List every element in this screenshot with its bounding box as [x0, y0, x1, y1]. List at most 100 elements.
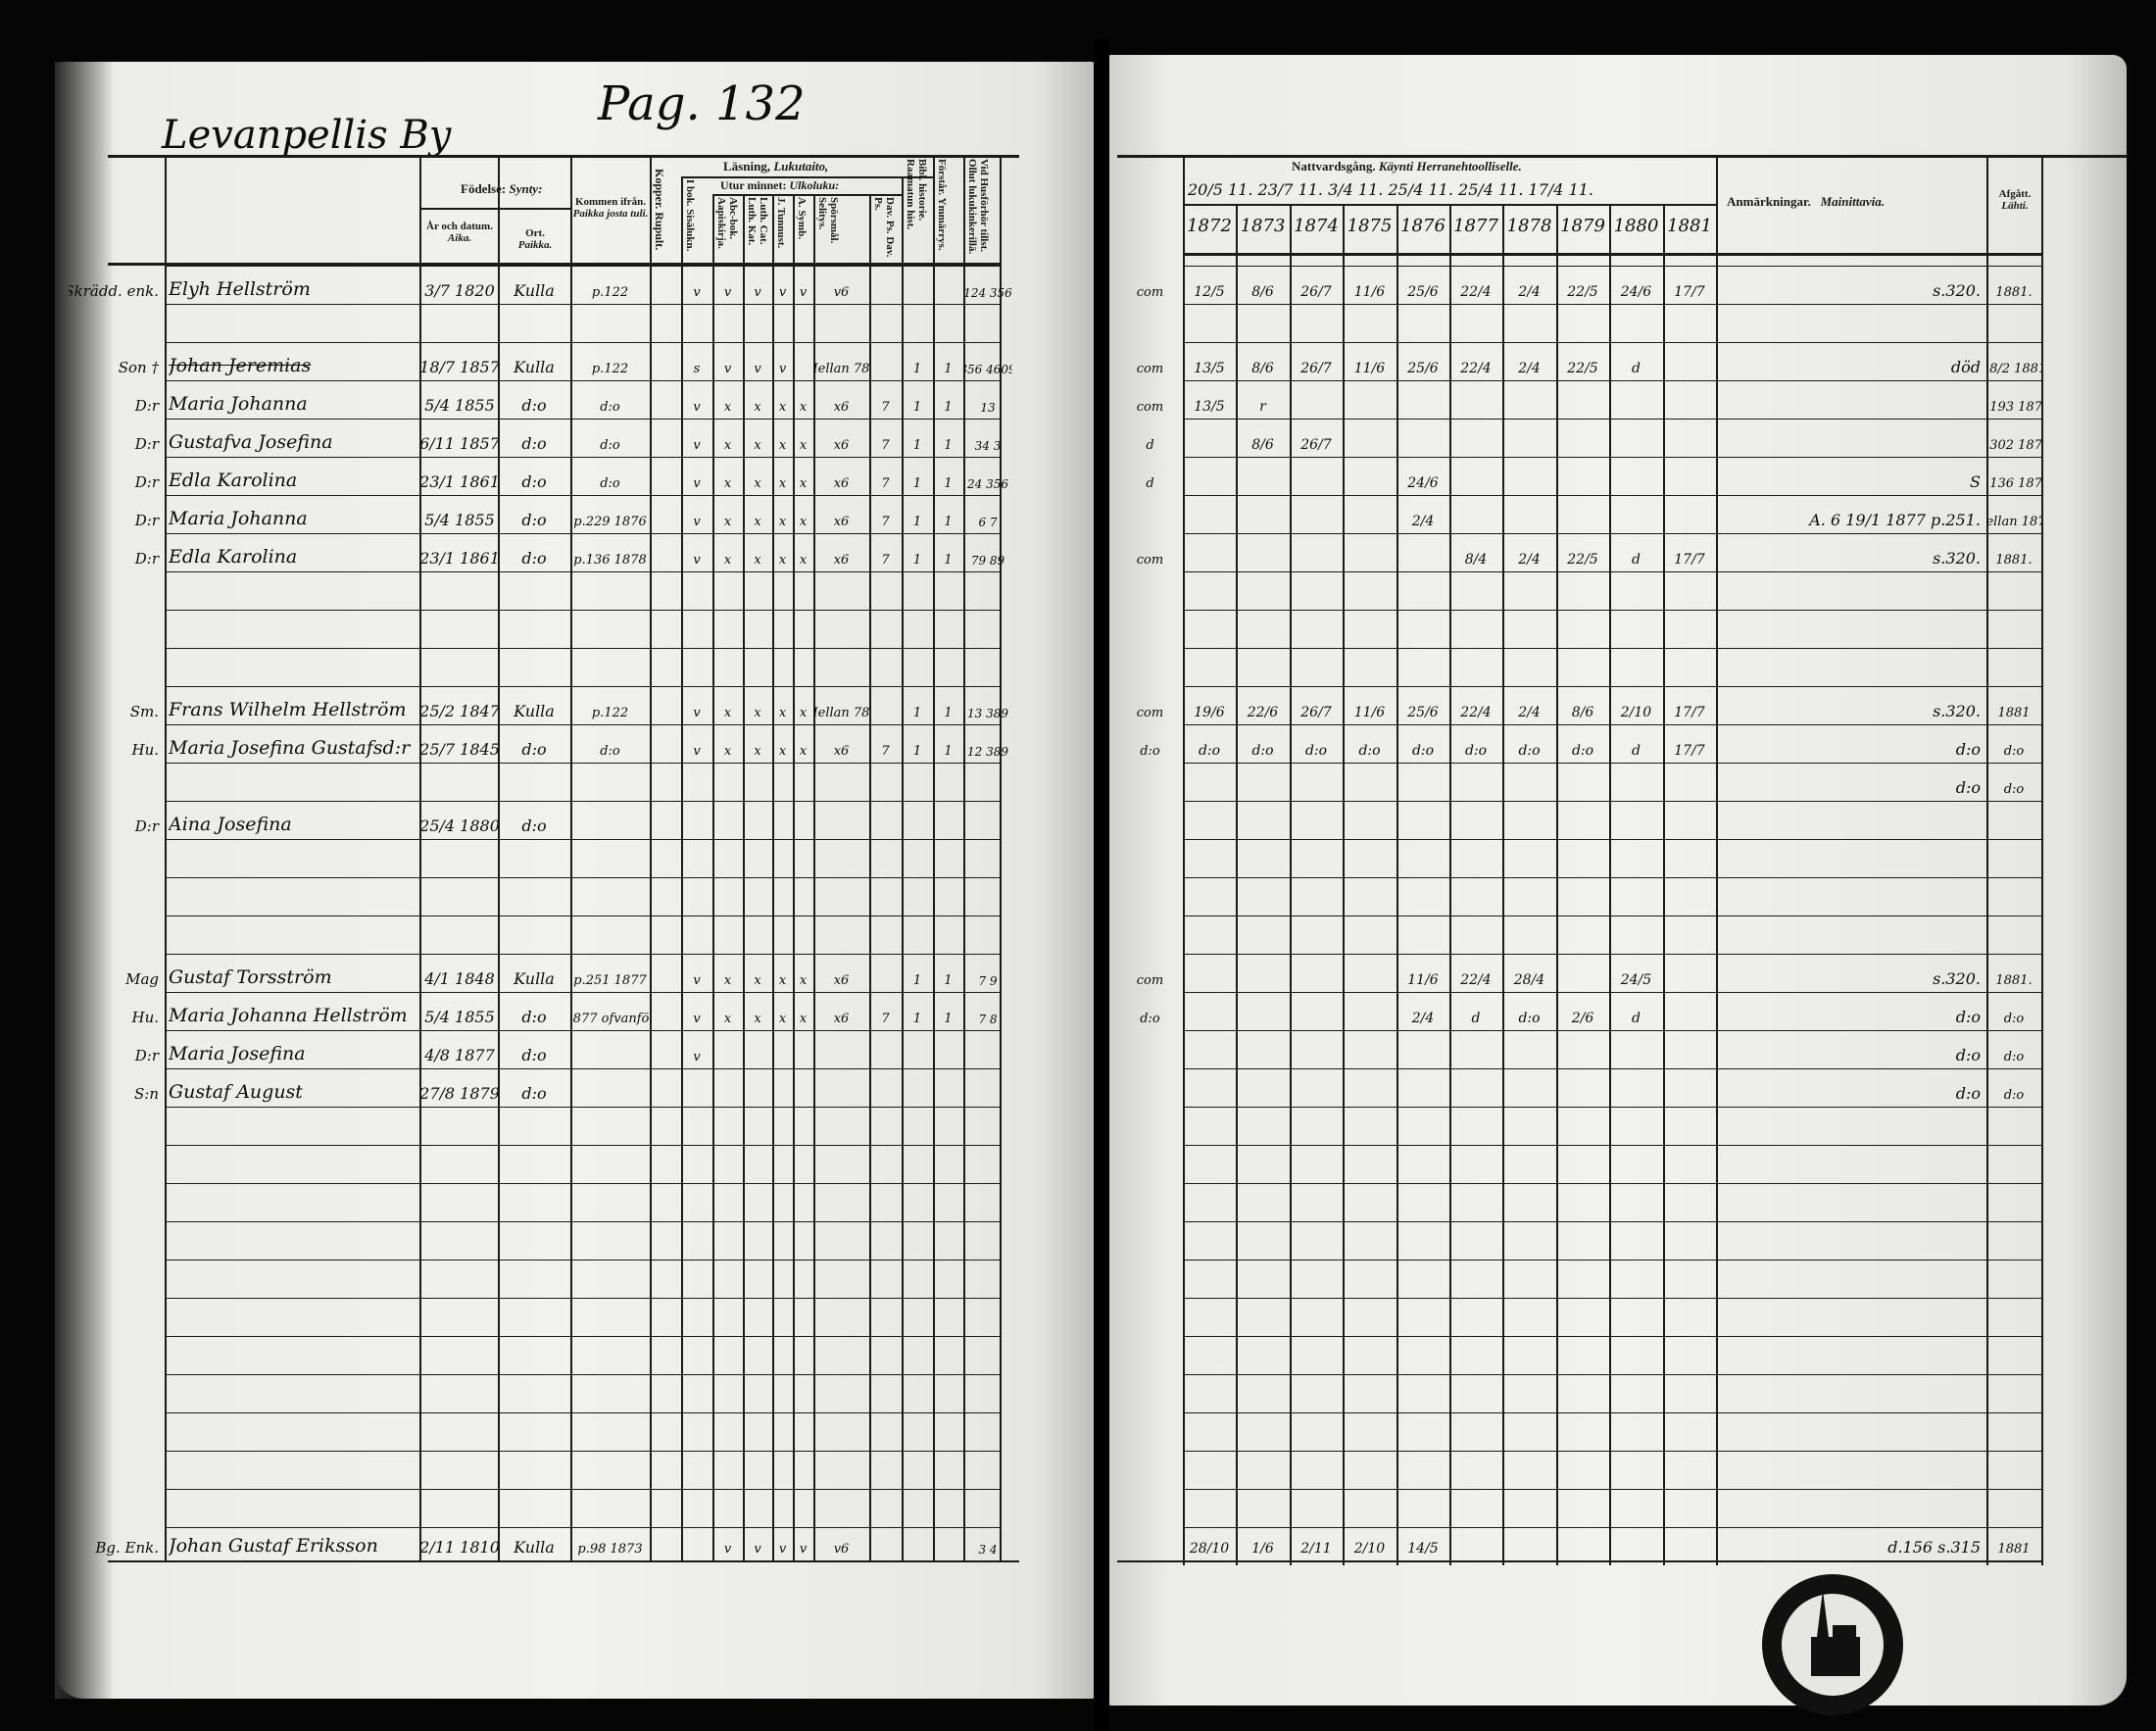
departed-value: p.136 1876	[1986, 476, 2041, 491]
reading-mark: v	[693, 1050, 701, 1064]
communion-date: 25/6	[1407, 284, 1439, 300]
column-header: Vid Husförhör tillst. Ollut lukukinkeril…	[966, 159, 990, 255]
column-rule	[2041, 155, 2043, 1565]
came-from: d:o	[600, 400, 620, 415]
birth-date: 5/4 1855	[424, 511, 495, 529]
catechism-exam: 13 389	[967, 707, 1008, 720]
reading-mark: x6	[833, 438, 850, 453]
year-header: 1874	[1294, 216, 1339, 236]
communion-date: 2/4	[1411, 514, 1435, 529]
catechism-exam: 124 356	[963, 286, 1012, 300]
row-rule	[165, 380, 1000, 381]
row-rule	[1183, 610, 2041, 611]
communion-date: d	[1632, 743, 1641, 759]
reading-mark: v	[723, 285, 732, 300]
reading-mark: x	[754, 476, 761, 491]
remarks-header-fi: Mainittavia.	[1820, 194, 1885, 209]
birth-place: d:o	[521, 396, 547, 415]
communion-date: 25/6	[1407, 705, 1439, 720]
reading-mark: x	[799, 973, 808, 988]
catechism-exam: 13	[980, 401, 996, 415]
communion-date: 8/6	[1251, 284, 1274, 300]
reading-mark: v	[754, 285, 761, 300]
came-from: p.251 1877	[573, 973, 647, 988]
footer-rule	[1117, 1560, 2041, 1562]
communion-date: 2/10	[1353, 1541, 1386, 1557]
reading-mark: x6	[833, 515, 850, 529]
departed-value: d:o	[2003, 782, 2025, 797]
birth-place: Kulla	[514, 281, 555, 300]
row-margin-note: S:n	[134, 1085, 159, 1103]
reading-mark: v	[693, 438, 701, 453]
year-header: 1881	[1667, 216, 1712, 236]
reading-mark: 1	[912, 400, 922, 415]
column-header: Abc-bok. Aapiskirja.	[715, 197, 739, 249]
remark: s.320.	[1933, 702, 1981, 720]
birth-header: Födelse: Synty:	[461, 181, 542, 197]
communion-date: 2/10	[1620, 705, 1652, 720]
departed-value: 1881	[1997, 706, 2031, 720]
remark: död	[1950, 358, 1981, 376]
communion-date: 11/6	[1353, 361, 1386, 376]
departed-value: 1881.	[1995, 553, 2033, 568]
person-name: Johan Gustaf Eriksson	[169, 1535, 378, 1557]
row-rule	[1183, 839, 2041, 840]
row-rule	[165, 1183, 1000, 1184]
communion-date: 11/6	[1353, 284, 1386, 300]
column-rule	[1986, 155, 1988, 1565]
birth-date: 5/4 1855	[424, 396, 495, 415]
reading-header: Läsning, Lukutaito,	[723, 159, 828, 174]
birth-date: 25/7 1845	[421, 740, 498, 759]
birth-place: d:o	[521, 740, 547, 759]
reading-mark: x	[723, 515, 732, 529]
communion-note: com	[1136, 400, 1164, 415]
catechism-exam	[963, 801, 1012, 839]
birth-date: 25/2 1847	[421, 702, 498, 720]
column-rule	[1609, 206, 1611, 1565]
row-rule	[165, 648, 1000, 649]
row-rule	[1183, 571, 2041, 572]
row-rule	[165, 1221, 1000, 1222]
catechism-exam	[963, 1068, 1012, 1107]
reading-mark: x	[723, 553, 732, 568]
reading-mark: x	[799, 515, 808, 529]
row-rule	[1183, 954, 2041, 955]
column-header: A. Symb.	[796, 197, 808, 240]
person-name: Maria Josefina	[169, 1043, 306, 1064]
reading-mark: v	[693, 706, 701, 720]
row-rule	[1183, 724, 2041, 725]
communion-date: 17/7	[1674, 284, 1705, 300]
row-margin-note: D:r	[134, 550, 159, 568]
communion-note: d	[1146, 476, 1154, 491]
reading-mark: 1	[944, 476, 953, 491]
communion-date: 2/4	[1411, 1011, 1435, 1026]
communion-note: com	[1136, 706, 1164, 720]
row-rule	[1183, 763, 2041, 764]
communion-dates-note: 20/5 11. 23/7 11. 3/4 11. 25/4 11. 25/4 …	[1188, 180, 1594, 199]
column-rule	[963, 157, 965, 1560]
reading-mark: Mellan 784	[813, 362, 869, 376]
row-rule	[165, 610, 1000, 611]
communion-date: 17/7	[1674, 743, 1705, 759]
village-title: Levanpellis By	[162, 113, 452, 158]
row-margin-note: Mag	[125, 970, 159, 988]
row-margin-note: Bg. Enk.	[95, 1539, 159, 1557]
row-rule	[1183, 1068, 2041, 1069]
column-header: Luth. Cat. Luth. Kat.	[746, 197, 769, 246]
reading-mark: 1	[912, 706, 922, 720]
reading-mark: v	[693, 400, 701, 415]
remark: d:o	[1955, 740, 1981, 759]
communion-note	[1117, 1030, 1183, 1068]
place-header-fi: Paikka.	[517, 239, 553, 251]
header-top-rule	[1117, 155, 2127, 158]
birth-date: 4/1 1848	[424, 969, 495, 988]
row-rule	[165, 571, 1000, 572]
column-rule	[650, 157, 652, 1560]
column-rule	[1556, 206, 1558, 1565]
birth-date: 27/8 1879	[421, 1084, 498, 1103]
year-header-sv: År och datum.	[426, 221, 493, 232]
reading-mark: 7	[881, 400, 890, 415]
column-rule	[681, 176, 683, 1560]
reading-mark: v	[693, 1012, 701, 1026]
remark: s.320.	[1933, 969, 1981, 988]
